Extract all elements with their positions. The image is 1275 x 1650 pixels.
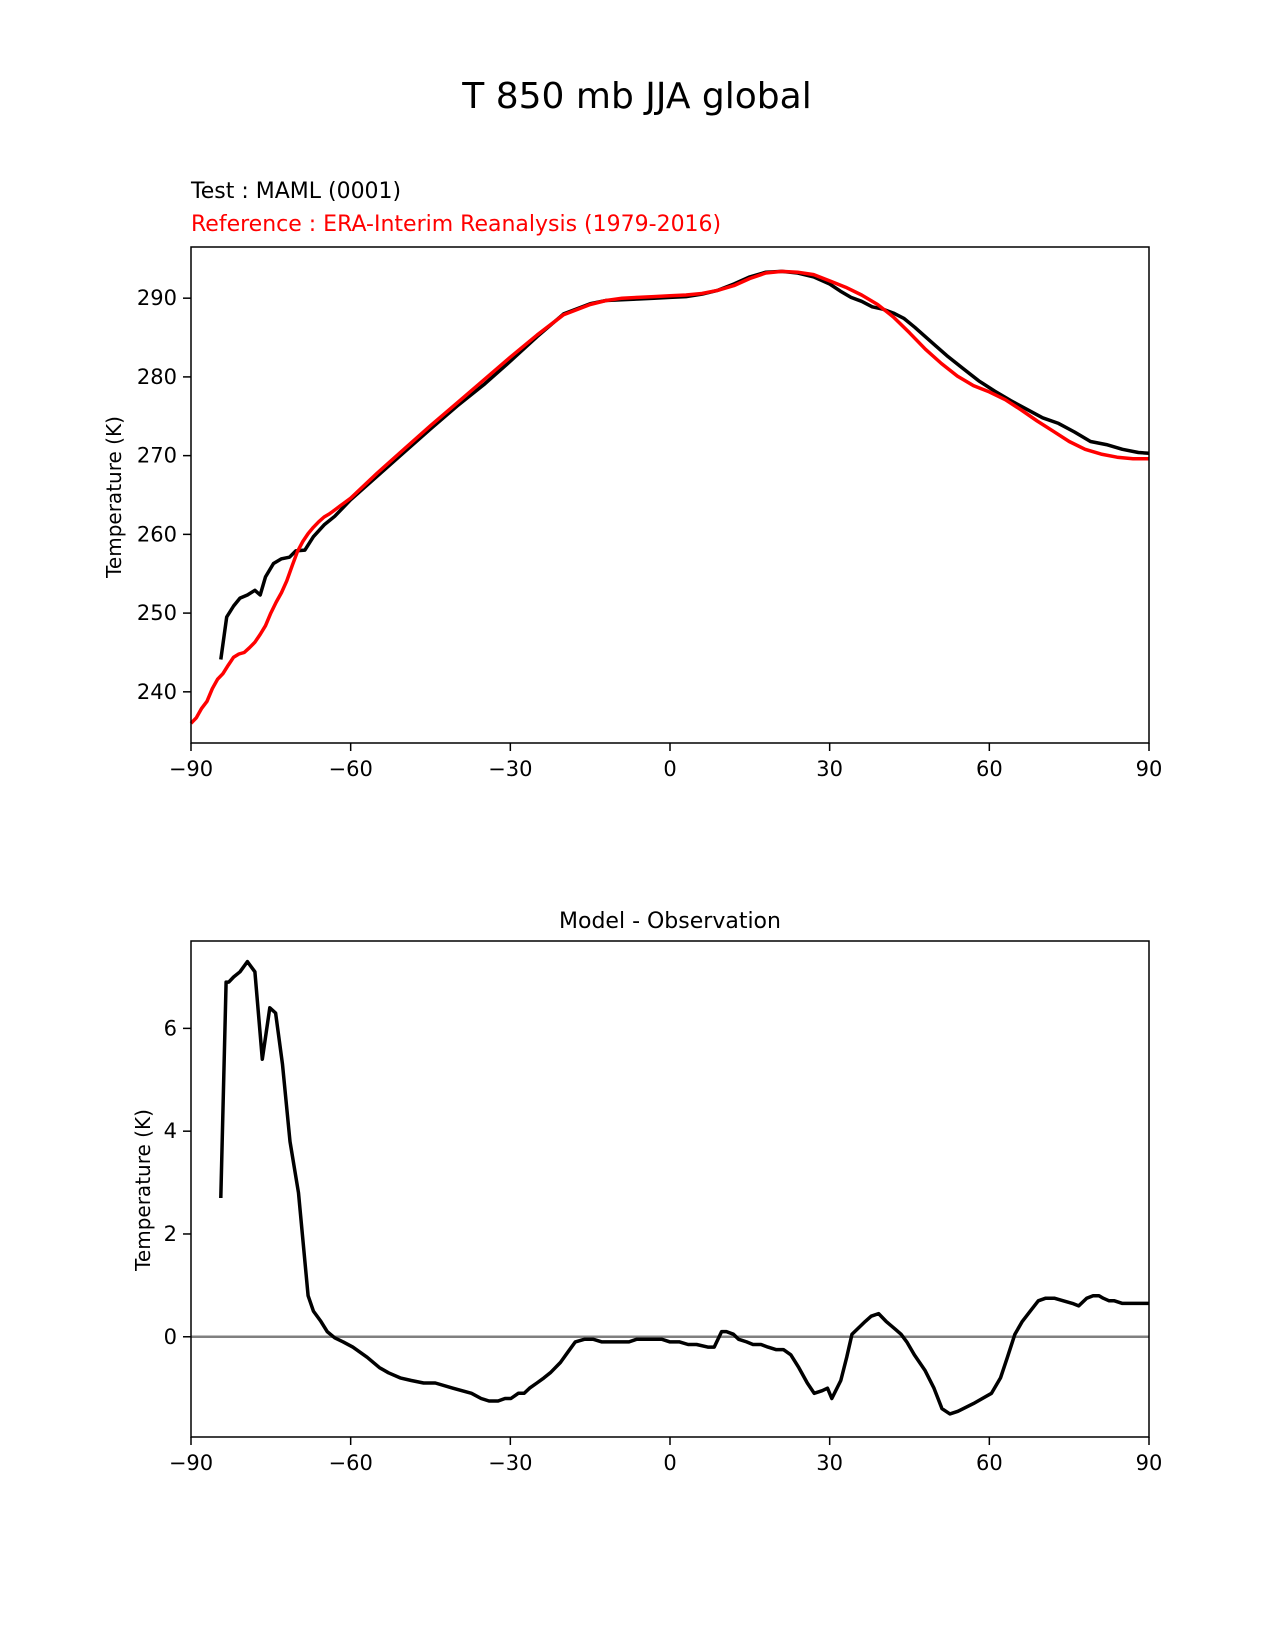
bottom-x-tick-label: 0 bbox=[663, 1451, 676, 1475]
top-series-line-reference bbox=[189, 269, 1149, 725]
bottom-panel-title: Model - Observation bbox=[559, 909, 781, 934]
figure-title: T 850 mb JJA global bbox=[461, 76, 811, 117]
bottom-x-tick-label: 60 bbox=[976, 1451, 1003, 1475]
top-y-tick-label: 240 bbox=[137, 680, 177, 704]
bottom-series-line-difference bbox=[219, 959, 1149, 1416]
top-x-tick-label: −30 bbox=[488, 757, 532, 781]
bottom-x-tick-label: −60 bbox=[329, 1451, 373, 1475]
top-series-group bbox=[189, 269, 1150, 725]
top-y-tick-label: 290 bbox=[137, 286, 177, 310]
bottom-y-tick-label: 2 bbox=[164, 1222, 177, 1246]
top-y-tick-label: 260 bbox=[137, 522, 177, 546]
top-series-line-test bbox=[219, 269, 1150, 660]
test-label: Test : MAML (0001) bbox=[190, 179, 401, 204]
top-y-tick-label: 270 bbox=[137, 444, 177, 468]
bottom-x-axis: −90 −60 −30 0 30 60 90 bbox=[169, 1437, 1163, 1475]
bottom-x-tick-label: 90 bbox=[1136, 1451, 1163, 1475]
bottom-x-tick-label: −90 bbox=[169, 1451, 213, 1475]
top-y-tick-label: 280 bbox=[137, 365, 177, 389]
bottom-y-tick-label: 4 bbox=[164, 1119, 177, 1143]
reference-label: Reference : ERA-Interim Reanalysis (1979… bbox=[191, 212, 721, 237]
top-plot-frame bbox=[190, 246, 1150, 744]
bottom-y-axis-label: Temperature (K) bbox=[131, 1109, 155, 1272]
top-panel: Test : MAML (0001) Reference : ERA-Inter… bbox=[102, 179, 1162, 781]
bottom-y-tick-label: 6 bbox=[164, 1016, 177, 1040]
top-x-tick-label: 90 bbox=[1136, 757, 1163, 781]
bottom-y-tick-label: 0 bbox=[164, 1325, 177, 1349]
bottom-x-tick-label: −30 bbox=[488, 1451, 532, 1475]
top-y-axis: 240 250 260 270 280 290 bbox=[137, 286, 191, 704]
top-x-tick-label: 30 bbox=[816, 757, 843, 781]
bottom-x-tick-label: 30 bbox=[816, 1451, 843, 1475]
top-x-tick-label: −90 bbox=[169, 757, 213, 781]
bottom-y-axis: 0 2 4 6 bbox=[164, 1016, 191, 1349]
bottom-series-group bbox=[219, 959, 1149, 1416]
top-x-axis: −90 −60 −30 0 30 60 90 bbox=[169, 743, 1163, 781]
top-x-tick-label: −60 bbox=[329, 757, 373, 781]
top-x-tick-label: 60 bbox=[976, 757, 1003, 781]
top-x-tick-label: 0 bbox=[663, 757, 676, 781]
top-y-tick-label: 250 bbox=[137, 601, 177, 625]
top-y-axis-label: Temperature (K) bbox=[102, 416, 126, 579]
bottom-panel: Model - Observation Temperature (K) −90−… bbox=[131, 909, 1162, 1475]
